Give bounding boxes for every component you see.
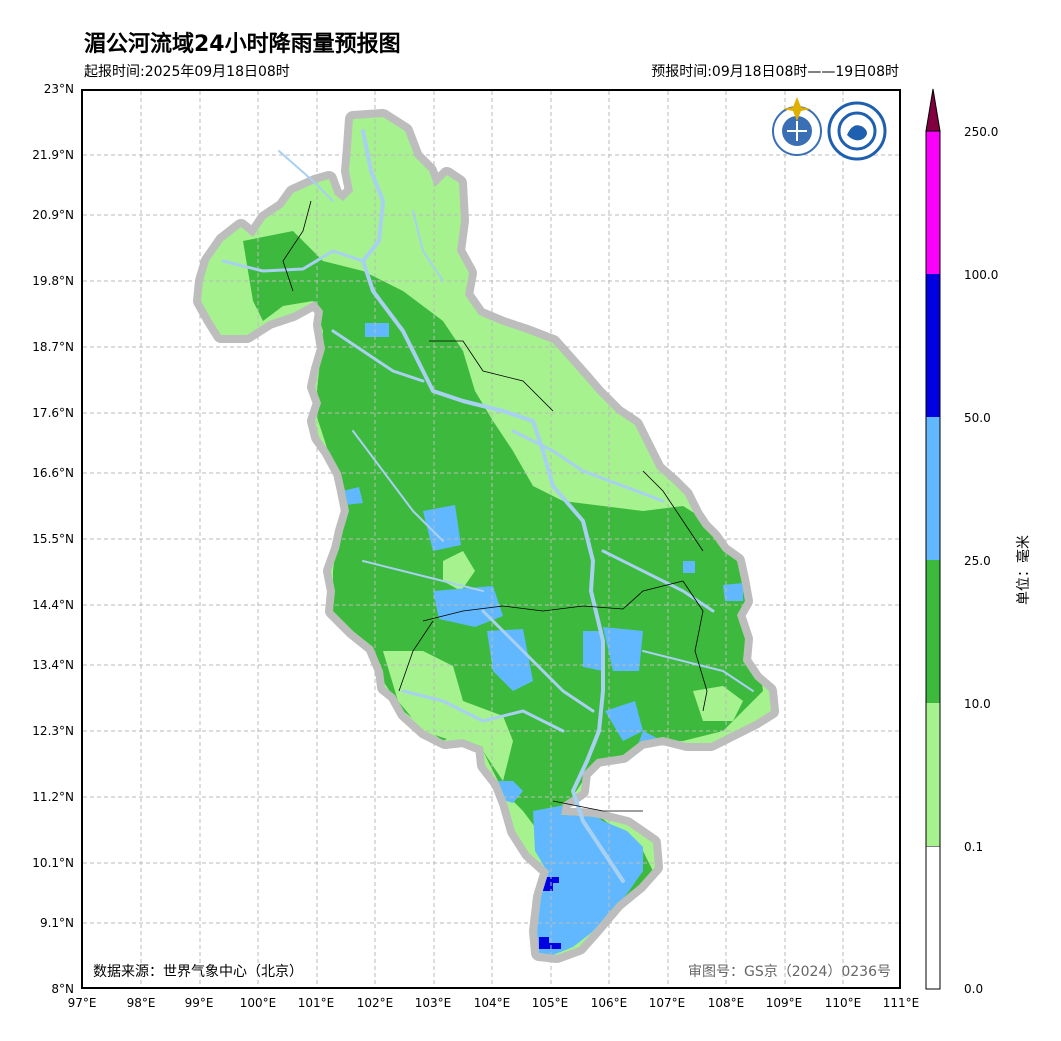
river-network	[221, 129, 754, 883]
x-tick-label: 110°E	[824, 996, 862, 1010]
colorbar-bin-3	[926, 417, 940, 560]
y-tick-label: 14.4°N	[32, 598, 74, 612]
colorbar-level: 0.1	[964, 840, 984, 854]
y-tick-label: 9.1°N	[39, 916, 74, 930]
y-tick-label: 20.9°N	[32, 208, 74, 222]
map-panel: 数据来源：世界气象中心（北京） 审图号：GS京（2024）0236号	[81, 89, 901, 989]
colorbar-level: 100.0	[964, 268, 999, 282]
x-tick-label: 100°E	[239, 996, 277, 1010]
colorbar-bin-0	[925, 845, 941, 990]
x-tick-label: 99°E	[184, 996, 214, 1010]
colorbar-bin-4	[926, 274, 940, 417]
colorbar-bin-5	[926, 131, 940, 274]
issue-time: 起报时间:2025年09月18日08时	[84, 64, 290, 80]
colorbar-bin-1	[926, 703, 940, 846]
y-tick-label: 16.6°N	[32, 466, 74, 480]
forecast-period: 预报时间:09月18日08时——19日08时	[651, 64, 899, 80]
cma-logo-icon	[827, 101, 887, 161]
y-tick-label: 18.7°N	[32, 340, 74, 354]
x-tick-label: 103°E	[414, 996, 452, 1010]
y-tick-label: 15.5°N	[32, 532, 74, 546]
map-approval-number: 审图号：GS京（2024）0236号	[688, 964, 891, 980]
x-tick-label: 109°E	[765, 996, 803, 1010]
y-tick-label: 13.4°N	[32, 658, 74, 672]
x-tick-label: 98°E	[126, 996, 156, 1010]
graticule	[83, 91, 899, 987]
data-source-note: 数据来源：世界气象中心（北京）	[93, 964, 303, 980]
map-title: 湄公河流域24小时降雨量预报图	[84, 32, 401, 57]
x-tick-label: 102°E	[356, 996, 394, 1010]
colorbar-level: 250.0	[964, 125, 999, 139]
colorbar-level: 0.0	[964, 982, 984, 996]
y-tick-label: 12.3°N	[32, 724, 74, 738]
country-borders	[282, 200, 708, 812]
y-tick-label: 8°N	[51, 982, 74, 996]
y-tick-label: 17.6°N	[32, 406, 74, 420]
x-tick-label: 105°E	[531, 996, 569, 1010]
colorbar-unit: 单位：毫米	[1016, 535, 1032, 605]
x-tick-label: 104°E	[473, 996, 511, 1010]
y-tick-label: 21.9°N	[32, 148, 74, 162]
wmo-logo-icon	[772, 97, 822, 156]
x-tick-label: 101°E	[297, 996, 335, 1010]
y-tick-label: 11.2°N	[32, 790, 74, 804]
colorbar-bin-2	[926, 560, 940, 703]
x-tick-label: 106°E	[590, 996, 628, 1010]
basin-map	[83, 91, 899, 987]
y-tick-label: 19.8°N	[32, 274, 74, 288]
x-tick-label: 108°E	[707, 996, 745, 1010]
colorbar-level: 50.0	[964, 411, 991, 425]
x-tick-label: 97°E	[67, 996, 97, 1010]
x-tick-label: 111°E	[882, 996, 920, 1010]
x-tick-label: 107°E	[648, 996, 686, 1010]
colorbar-extend-arrow	[925, 88, 941, 132]
colorbar-level: 10.0	[964, 697, 991, 711]
y-tick-label: 10.1°N	[32, 856, 74, 870]
y-tick-label: 23°N	[43, 82, 74, 96]
colorbar-scale	[925, 88, 941, 990]
colorbar-level: 25.0	[964, 554, 991, 568]
